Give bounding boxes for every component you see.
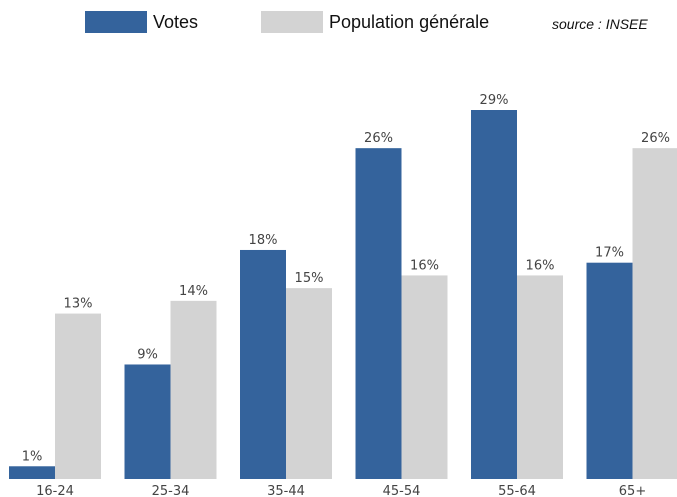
value-label-population-16-24: 13% [64,297,93,312]
x-tick-label-35-44: 35-44 [267,484,305,497]
legend-item-population: Population générale [261,10,489,34]
value-label-votes-16-24: 1% [22,449,43,464]
value-label-population-35-44: 15% [295,271,324,286]
value-label-votes-25-34: 9% [137,347,158,362]
legend-swatch-votes [85,11,147,33]
bar-votes-35-44 [240,249,286,479]
x-tick-label-45-54: 45-54 [383,484,421,497]
value-label-votes-45-54: 26% [364,131,393,146]
x-tick-label-55-64: 55-64 [498,484,536,497]
value-label-population-25-34: 14% [179,284,208,299]
source-note: source : INSEE [552,16,648,32]
x-tick-label-65+: 65+ [619,484,646,497]
bar-population-65+ [632,148,677,479]
legend-label-votes: Votes [153,12,199,32]
bar-votes-45-54 [355,148,402,479]
bar-population-25-34 [170,300,217,479]
legend-item-votes: Votes [85,10,198,34]
legend-label-population: Population générale [329,12,490,32]
value-label-votes-35-44: 18% [249,233,278,248]
bar-votes-55-64 [471,110,517,479]
value-label-population-55-64: 16% [526,258,555,273]
value-label-population-65+: 26% [641,131,670,146]
x-tick-label-25-34: 25-34 [152,484,190,497]
bar-votes-16-24 [9,466,55,479]
value-label-votes-65+: 17% [595,246,624,261]
value-label-population-45-54: 16% [410,258,439,273]
bar-population-35-44 [286,288,332,479]
bar-population-16-24 [55,313,101,479]
bar-population-45-54 [401,275,448,479]
value-label-votes-55-64: 29% [480,93,509,108]
legend-swatch-population [261,11,323,33]
bar-votes-25-34 [124,364,171,479]
bar-votes-65+ [586,262,633,479]
x-tick-label-16-24: 16-24 [36,484,74,497]
bar-population-55-64 [517,275,563,479]
